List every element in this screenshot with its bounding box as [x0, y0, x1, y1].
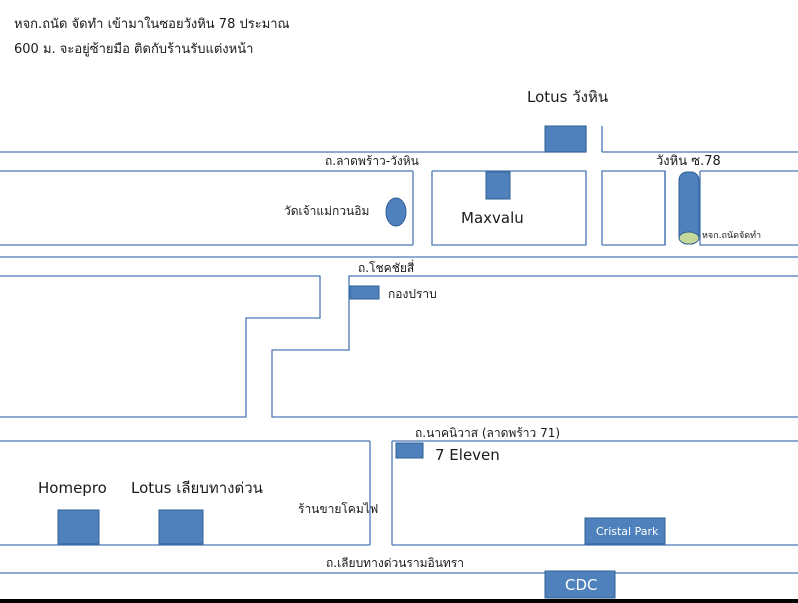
place-label-cdc: CDC: [565, 576, 598, 594]
block-right-middle: [271, 275, 798, 418]
temple-marker: [385, 197, 407, 227]
place-label-homepro: Homepro: [38, 479, 107, 497]
lotus-wanghin-building: [544, 125, 587, 153]
road-label-chokchai4: ถ.โชคชัยสี่: [358, 261, 415, 275]
police-building: [349, 285, 380, 300]
place-label-cristal-park: Cristal Park: [596, 525, 659, 538]
place-label-destination: หจก.ถนัดจัดทำ: [702, 231, 762, 241]
header-line-2: 600 ม. จะอยู่ซ้ายมือ ติดกับร้านรับแต่งหน…: [14, 42, 254, 57]
lotus-liap-building: [158, 509, 204, 545]
seven-eleven-building: [395, 442, 424, 459]
block-mid: [601, 170, 666, 246]
block-edge: [699, 171, 798, 246]
place-label-seven-eleven: 7 Eleven: [435, 446, 500, 464]
block-left-middle: [0, 275, 321, 418]
place-label-lotus-liap: Lotus เลียบทางด่วน: [131, 479, 263, 497]
header-line-1: หจก.ถนัด จัดทำ เข้ามาในซอยวังหิน 78 ประม…: [14, 17, 290, 32]
bottom-bar: [0, 599, 798, 603]
road-label-wanghin-soi78: วังหิน ซ.78: [656, 154, 721, 169]
place-label-lamp-shop: ร้านขายโคมไฟ: [298, 502, 379, 516]
cristal-park-building: [584, 517, 666, 545]
place-label-maxvalu: Maxvalu: [461, 209, 524, 227]
road-label-ladprao-wanghin: ถ.ลาดพร้าว-วังหิน: [325, 154, 419, 168]
road-label-nakniwat: ถ.นาคนิวาส (ลาดพร้าว 71): [415, 426, 561, 440]
block-maxvalu: [431, 170, 587, 246]
cdc-building: [544, 570, 616, 599]
maxvalu-building: [485, 171, 511, 200]
place-label-police: กองปราบ: [388, 287, 437, 301]
place-label-lotus-wanghin: Lotus วังหิน: [527, 88, 609, 106]
homepro-building: [57, 509, 100, 545]
place-label-temple: วัดเจ้าแม่กวนอิม: [284, 204, 370, 218]
road-label-liap-thang-duan: ถ.เลียบทางด่วนรามอินทรา: [326, 556, 465, 570]
destination-marker: [678, 231, 700, 245]
